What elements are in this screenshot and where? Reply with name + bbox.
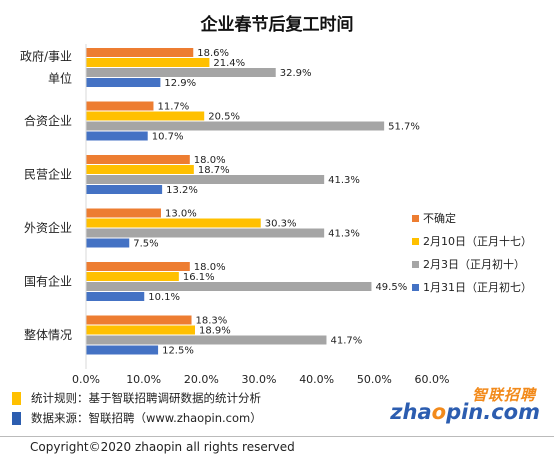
bar (86, 228, 325, 238)
data-label: 13.2% (166, 185, 198, 196)
bar (86, 185, 163, 194)
x-tick-label: 30.0% (242, 373, 277, 386)
data-label: 32.9% (280, 68, 312, 79)
bar (86, 48, 194, 57)
bar (86, 315, 192, 325)
legend-swatch (412, 238, 419, 245)
note-text: 统计规则：基于智联招聘调研数据的统计分析 (31, 391, 261, 405)
data-label: 41.3% (328, 229, 360, 240)
x-tick-label: 40.0% (299, 373, 334, 386)
data-label: 10.1% (148, 292, 180, 303)
bar (86, 208, 161, 218)
bar (86, 345, 159, 355)
logo-en-suffix: pin.com (446, 400, 540, 424)
category-label: 政府/事业 (20, 49, 72, 64)
bar (86, 292, 145, 301)
legend-label: 2月10日（正月十七） (423, 234, 532, 248)
note-text: 数据来源：智联招聘（www.zhaopin.com） (31, 411, 262, 425)
bar (86, 175, 325, 184)
data-label: 16.1% (183, 272, 215, 283)
x-tick-label: 0.0% (72, 373, 100, 386)
data-label: 49.5% (375, 282, 407, 293)
data-label: 21.4% (213, 58, 245, 69)
bar (86, 68, 276, 77)
logo-cn: 智联招聘 (471, 386, 536, 404)
bar (86, 218, 261, 228)
data-label: 12.5% (162, 346, 194, 357)
note-swatch-blue (12, 411, 21, 425)
data-label: 13.0% (165, 209, 197, 220)
legend-label: 1月31日（正月初七） (423, 280, 532, 294)
data-label: 41.3% (328, 175, 360, 186)
data-label: 18.0% (194, 262, 226, 273)
bar (86, 58, 210, 67)
bar (86, 325, 195, 335)
data-label: 18.9% (199, 326, 231, 337)
x-tick-label: 50.0% (357, 373, 392, 386)
category-label: 外资企业 (24, 220, 72, 235)
bar (86, 335, 327, 345)
category-label: 整体情况 (24, 327, 72, 342)
data-label: 7.5% (133, 239, 158, 250)
bar (86, 131, 148, 141)
bar (86, 101, 154, 111)
bar (86, 121, 385, 131)
bar (86, 155, 190, 164)
chart-title: 企业春节后复工时间 (200, 15, 354, 35)
logo-en: zhaopin.com (390, 400, 540, 424)
bar (86, 272, 179, 281)
note-data-source: 数据来源：智联招聘（www.zhaopin.com） (12, 408, 262, 428)
legend-swatch (412, 284, 419, 291)
data-label: 11.7% (157, 102, 189, 113)
notes: 统计规则：基于智联招聘调研数据的统计分析 数据来源：智联招聘（www.zhaop… (12, 388, 262, 428)
data-label: 30.3% (265, 219, 297, 230)
bar (86, 238, 130, 248)
footer-divider (0, 436, 554, 437)
data-label: 41.7% (330, 336, 362, 347)
legend-swatch (412, 261, 419, 268)
data-label: 12.9% (164, 78, 196, 89)
x-tick-label: 60.0% (415, 373, 450, 386)
logo-en-prefix: zha (390, 400, 432, 424)
x-tick-label: 10.0% (126, 373, 161, 386)
note-swatch-yellow (12, 391, 21, 405)
copyright: Copyright©2020 zhaopin all rights reserv… (30, 440, 295, 454)
legend-label: 2月3日（正月初十） (423, 257, 525, 271)
logo-en-o: o (431, 400, 447, 424)
data-label: 51.7% (388, 122, 420, 133)
category-label: 民营企业 (24, 167, 72, 182)
data-label: 18.6% (197, 48, 229, 59)
category-label: 国有企业 (24, 274, 72, 289)
bar (86, 165, 194, 174)
data-label: 20.5% (208, 112, 240, 123)
legend-label: 不确定 (423, 211, 456, 225)
bar (86, 111, 205, 121)
category-label: 合资企业 (24, 113, 72, 128)
legend-swatch (412, 215, 419, 222)
data-label: 18.7% (198, 165, 230, 176)
bar (86, 262, 190, 271)
data-label: 10.7% (152, 132, 184, 143)
zhaopin-logo: 智联招聘 zhaopin.com (390, 384, 548, 430)
data-label: 18.0% (194, 155, 226, 166)
x-tick-label: 20.0% (184, 373, 219, 386)
bar (86, 78, 161, 87)
bar (86, 282, 372, 291)
note-stat-rule: 统计规则：基于智联招聘调研数据的统计分析 (12, 388, 262, 408)
data-label: 18.3% (196, 316, 228, 327)
category-label: 单位 (48, 71, 72, 86)
